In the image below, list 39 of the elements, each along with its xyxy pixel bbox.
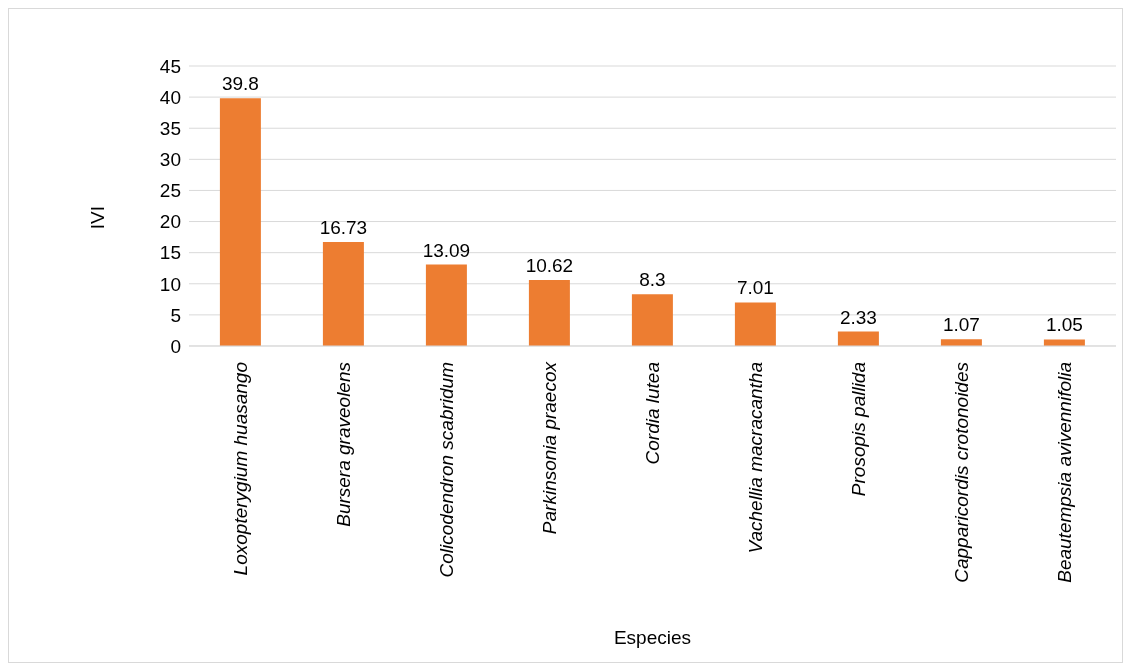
data-label: 10.62: [525, 254, 574, 276]
bar: [219, 98, 261, 346]
y-tick-label: 25: [159, 180, 181, 202]
y-tick-label: 20: [159, 211, 181, 233]
y-tick-label: 0: [170, 335, 181, 357]
y-tick-label: 35: [159, 117, 181, 139]
y-tick-label: 45: [159, 55, 181, 77]
bar: [425, 264, 467, 346]
y-tick-label: 15: [159, 242, 181, 264]
bar: [322, 241, 364, 346]
y-axis-title: IVI: [86, 206, 108, 230]
bar: [1043, 339, 1085, 346]
bar: [528, 279, 570, 346]
bar: [631, 294, 673, 346]
x-tick-label: Cordia lutea: [642, 362, 663, 465]
y-tick-label: 40: [159, 86, 181, 108]
x-tick-label: Bursera graveolens: [333, 361, 354, 527]
y-tick-label: 30: [159, 149, 181, 171]
data-label: 1.05: [1045, 314, 1083, 336]
y-tick-label: 5: [170, 304, 181, 326]
bar: [734, 302, 776, 346]
x-tick-label: Prosopis pallida: [848, 362, 869, 497]
x-axis-title: Especies: [613, 627, 692, 648]
x-tick-label: Colicodendron scabridum: [436, 362, 457, 578]
y-tick-label: 10: [159, 273, 181, 295]
x-tick-label: Capparicordis crotonoides: [951, 361, 972, 583]
data-label: 7.01: [736, 277, 774, 299]
bar: [837, 331, 879, 346]
x-tick-label: Parkinsonia praecox: [539, 360, 560, 535]
data-label: 8.3: [639, 269, 666, 291]
data-label: 16.73: [319, 216, 368, 238]
x-tick-label: Vachellia macracantha: [745, 362, 766, 554]
data-label: 39.8: [221, 73, 259, 95]
x-tick-label: Loxopterygium huasango: [230, 362, 251, 576]
data-label: 1.07: [942, 314, 980, 336]
data-label: 13.09: [422, 239, 471, 261]
x-tick-label: Beautempsia avivennifolia: [1054, 362, 1075, 583]
data-label: 2.33: [839, 306, 877, 328]
bar: [940, 339, 982, 346]
